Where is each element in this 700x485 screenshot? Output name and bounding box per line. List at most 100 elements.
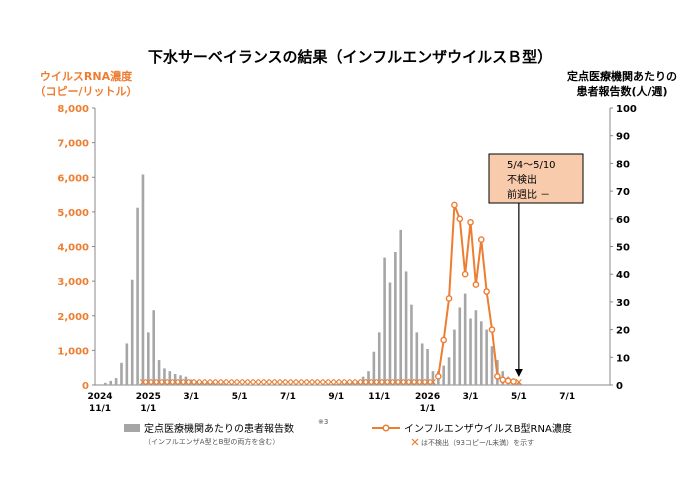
nondetect-stroke: [424, 379, 431, 385]
plot-frame: [94, 108, 611, 386]
nondetect-stroke: [333, 379, 340, 385]
right-tick-label: 0: [616, 381, 623, 392]
bar: [394, 252, 397, 385]
left-tick-label: 7,000: [57, 139, 89, 150]
x-tick-sublabel: 1/1: [420, 404, 436, 414]
nondetect-stroke: [284, 379, 291, 385]
nondetect-marker: [247, 379, 254, 385]
bar: [474, 310, 478, 385]
bar: [243, 384, 247, 385]
nondetect-marker: [231, 379, 238, 385]
bar: [383, 257, 386, 385]
nondetect-marker: [354, 379, 361, 385]
left-axis-title-line1: ウイルスRNA濃度: [40, 69, 133, 83]
nondetect-stroke: [258, 379, 265, 385]
right-tick-label: 40: [616, 270, 630, 281]
bar: [479, 321, 483, 385]
bar: [286, 384, 290, 385]
right-tick-label: 80: [616, 159, 630, 170]
nondetect-stroke: [236, 379, 243, 385]
nondetect-stroke: [139, 379, 146, 385]
right-axis-title-line1: 定点医療機関あたりの: [567, 69, 677, 83]
nondetect-marker: [236, 379, 243, 385]
rna-point: [445, 295, 453, 302]
nondetect-marker: [370, 379, 377, 385]
rna-point: [440, 336, 447, 344]
bar: [152, 310, 155, 385]
legend-line-marker: [382, 424, 390, 432]
nondetect-marker: [204, 379, 211, 385]
bar: [404, 271, 408, 385]
rna-point: [467, 218, 474, 226]
bar: [200, 382, 204, 385]
bar: [345, 383, 349, 385]
bar: [281, 384, 284, 385]
rna-point: [451, 201, 458, 209]
x-tick-label: 7/1: [559, 392, 575, 402]
legend-nondetect-marker: [411, 438, 419, 446]
bar: [104, 382, 107, 385]
nondetect-stroke: [182, 379, 189, 385]
nondetect-markers: [139, 379, 522, 385]
nondetect-stroke: [317, 379, 324, 385]
bar: [361, 376, 365, 385]
bar: [249, 384, 252, 385]
nondetect-stroke: [360, 379, 367, 385]
nondetect-marker: [177, 379, 184, 385]
nondetect-marker: [408, 379, 415, 385]
bar: [388, 282, 392, 385]
bar: [141, 174, 145, 385]
nondetect-stroke: [349, 379, 356, 385]
nondetect-stroke: [354, 379, 361, 385]
nondetect-marker: [209, 379, 216, 385]
right-tick-label: 20: [616, 326, 630, 337]
nondetect-stroke: [419, 379, 426, 385]
nondetect-stroke: [172, 379, 179, 385]
left-tick-label: 4,000: [57, 243, 89, 254]
nondetect-marker: [161, 379, 168, 385]
rna-point: [477, 236, 485, 243]
x-tick-label: 5/1: [511, 392, 527, 402]
right-y-ticks: 0 10 20 30 40 50 60 70 80 90 100: [610, 104, 637, 392]
nondetect-marker: [268, 379, 275, 385]
nondetect-stroke: [429, 379, 436, 385]
legend-nondetect-label: は不検出（93コピー/L未満）を示す: [421, 438, 534, 447]
bar: [265, 384, 268, 385]
bar: [222, 383, 225, 385]
bar: [308, 384, 311, 385]
nondetect-marker: [220, 379, 227, 385]
nondetect-stroke: [268, 379, 275, 385]
annotation-arrow-head: [514, 369, 523, 377]
nondetect-stroke: [327, 379, 334, 385]
bar: [485, 329, 488, 385]
bar: [211, 382, 215, 385]
bar: [313, 384, 317, 385]
nondetect-marker: [403, 379, 410, 385]
x-tick-label: 11/1: [368, 392, 390, 402]
rna-point: [456, 215, 464, 223]
bar: [447, 357, 451, 385]
bar: [469, 318, 472, 385]
nondetect-marker: [242, 379, 248, 385]
rna-point: [472, 281, 480, 288]
bar: [329, 384, 333, 385]
nondetect-marker: [258, 379, 265, 385]
bar: [157, 360, 161, 385]
nondetect-marker: [344, 379, 351, 385]
nondetect-marker: [306, 379, 313, 385]
nondetect-marker: [333, 379, 340, 385]
bar: [168, 371, 172, 385]
nondetect-marker: [225, 379, 232, 385]
left-tick-label: 8,000: [57, 104, 89, 115]
nondetect-marker: [381, 379, 388, 385]
bar-series: [104, 174, 521, 385]
nondetect-marker: [392, 379, 399, 385]
nondetect-stroke: [365, 379, 372, 385]
bar: [206, 382, 209, 385]
line-series: [435, 201, 517, 385]
nondetect-stroke: [370, 379, 377, 385]
nondetect-stroke: [161, 379, 168, 385]
bar: [147, 332, 150, 385]
bar: [125, 343, 129, 385]
nondetect-stroke: [199, 379, 206, 385]
